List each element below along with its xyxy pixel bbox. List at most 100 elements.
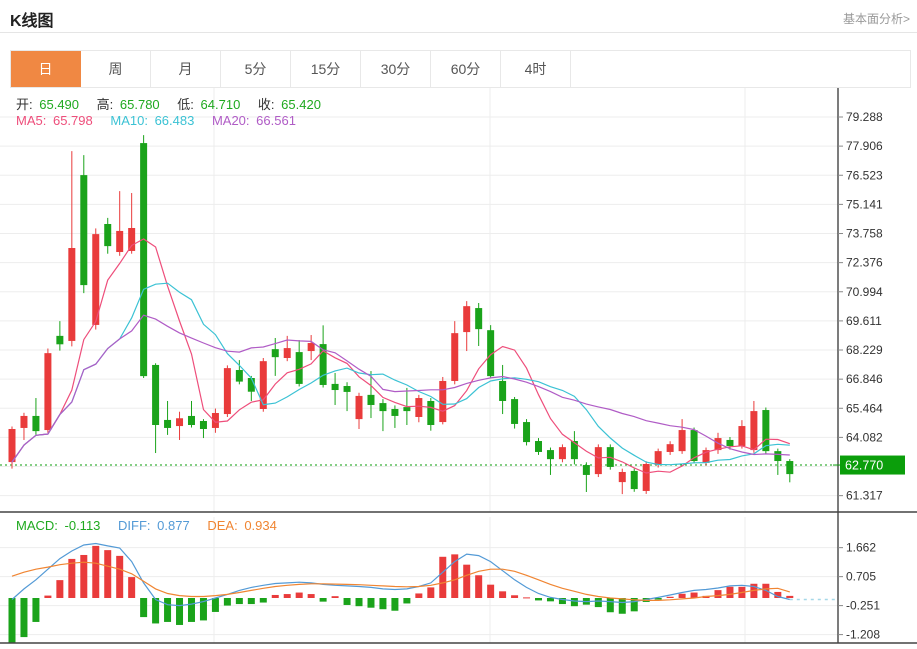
- candle-body: [367, 394, 375, 405]
- candle-body: [750, 411, 758, 451]
- candle-body: [92, 234, 100, 325]
- candle-body: [415, 398, 423, 417]
- y-axis-tick-label: 79.288: [846, 110, 883, 124]
- macd-bar: [116, 555, 124, 598]
- candle-body: [80, 175, 88, 286]
- candle-body: [44, 353, 52, 431]
- y-axis-tick-label: 64.082: [846, 430, 883, 444]
- candle-body: [570, 441, 578, 460]
- candle-body: [176, 418, 184, 427]
- macd-axis-tick-label: -1.208: [846, 628, 880, 642]
- macd-bar: [247, 598, 255, 605]
- macd-bar: [223, 598, 231, 606]
- macd-bar: [8, 598, 16, 644]
- y-axis-tick-label: 77.906: [846, 139, 883, 153]
- macd-bar: [271, 594, 279, 598]
- macd-bar: [439, 556, 447, 598]
- candle-body: [439, 380, 447, 423]
- candle-body: [68, 248, 76, 341]
- candle-body: [8, 429, 16, 463]
- candle-body: [475, 308, 483, 330]
- y-axis-tick-label: 70.994: [846, 285, 883, 299]
- macd-bar: [606, 598, 614, 613]
- y-axis-tick-label: 75.141: [846, 197, 883, 211]
- tab-day[interactable]: 日: [11, 51, 81, 87]
- tab-30min[interactable]: 30分: [361, 51, 431, 87]
- candle-body: [511, 399, 519, 424]
- candle-body: [223, 368, 231, 415]
- candle-body: [499, 380, 507, 401]
- y-axis-tick-label: 73.758: [846, 227, 883, 241]
- macd-bar: [403, 598, 411, 604]
- tab-15min[interactable]: 15分: [291, 51, 361, 87]
- macd-bar: [475, 575, 483, 598]
- kline-chart-area[interactable]: 79.288 77.906 76.523 75.141 73.758 72.376 70.9…: [0, 88, 917, 649]
- macd-bar: [140, 598, 148, 618]
- y-axis-tick-label: 69.611: [846, 314, 882, 328]
- candle-body: [594, 447, 602, 475]
- candle-body: [128, 227, 136, 251]
- candle-body: [259, 361, 267, 409]
- macd-bar: [343, 598, 351, 605]
- tab-5min[interactable]: 5分: [221, 51, 291, 87]
- macd-bar: [570, 598, 578, 607]
- candle-body: [295, 352, 303, 384]
- macd-bar: [164, 598, 172, 622]
- macd-bar: [535, 598, 543, 601]
- candle-body: [558, 447, 566, 460]
- current-price-tag: [840, 455, 905, 475]
- candle-body: [678, 430, 686, 452]
- macd-bar: [511, 595, 519, 598]
- macd-bar: [451, 554, 459, 598]
- macd-bar: [319, 598, 327, 602]
- tab-60min[interactable]: 60分: [431, 51, 501, 87]
- ma20-line: [11, 314, 790, 463]
- candle-body: [140, 143, 148, 377]
- macd-bar: [391, 598, 399, 611]
- macd-bar: [487, 584, 495, 598]
- candle-body: [523, 422, 531, 443]
- macd-bar: [523, 597, 531, 599]
- macd-bar: [630, 598, 638, 612]
- macd-bar: [20, 598, 28, 638]
- macd-bar: [68, 558, 76, 598]
- candle-body: [702, 450, 710, 463]
- macd-axis-tick-label: 1.662: [846, 541, 876, 555]
- candle-body: [690, 430, 698, 462]
- macd-bar: [44, 595, 52, 598]
- candle-body: [331, 383, 339, 391]
- kline-chart-svg[interactable]: 79.288 77.906 76.523 75.141 73.758 72.376 70.9…: [0, 88, 917, 649]
- candle-body: [355, 395, 363, 420]
- macd-bar: [307, 594, 315, 598]
- dea-line: [11, 561, 790, 602]
- macd-bar: [774, 591, 782, 598]
- candle-body: [618, 471, 626, 483]
- macd-bar: [152, 598, 160, 624]
- fundamental-analysis-link[interactable]: 基本面分析>: [842, 12, 910, 26]
- macd-bar: [499, 591, 507, 598]
- interval-tabbar: 日周月 5分 15分 30分 60分 4时: [10, 50, 911, 88]
- macd-bar: [427, 587, 435, 598]
- tab-month[interactable]: 月: [151, 51, 221, 87]
- page-title: K线图: [10, 13, 54, 30]
- y-axis-tick-label: 68.229: [846, 343, 883, 357]
- candle-body: [104, 223, 112, 247]
- candle-body: [247, 378, 255, 392]
- candle-body: [403, 407, 411, 412]
- macd-bar: [558, 598, 566, 605]
- tab-week[interactable]: 周: [81, 51, 151, 87]
- macd-bar: [463, 564, 471, 598]
- candle-body: [20, 415, 28, 428]
- tab-4hour[interactable]: 4时: [501, 51, 571, 87]
- y-axis-tick-label: 72.376: [846, 256, 883, 270]
- macd-bar: [786, 595, 794, 598]
- macd-bar: [618, 598, 626, 614]
- macd-bar: [199, 598, 207, 621]
- page-header: K线图 基本面分析>: [0, 0, 917, 33]
- macd-bar: [211, 598, 219, 612]
- ma10-line: [11, 282, 790, 466]
- macd-bar: [283, 594, 291, 598]
- y-axis-tick-label: 61.317: [846, 489, 883, 503]
- candle-body: [379, 403, 387, 412]
- candle-body: [391, 408, 399, 416]
